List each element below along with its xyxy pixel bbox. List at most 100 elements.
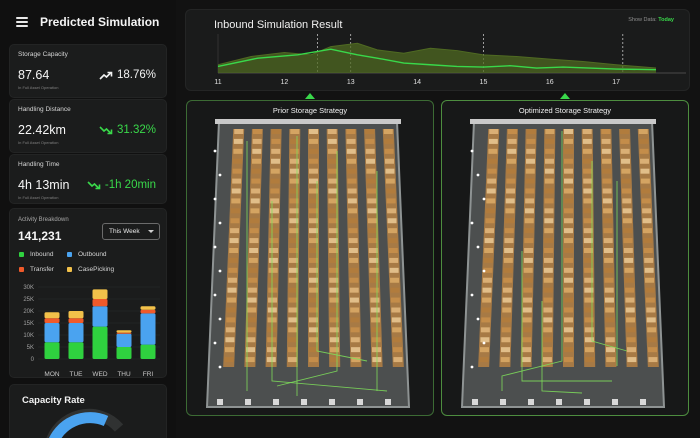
pallet — [328, 178, 338, 184]
pallet — [522, 327, 532, 333]
pallet — [252, 148, 262, 154]
kpi-storage-capacity: Storage Capacity 87.64 In Full Asset Ope… — [9, 44, 167, 98]
pallet — [270, 168, 280, 174]
warehouse-3d-view[interactable] — [187, 101, 434, 416]
bar-segment-outbound — [140, 313, 156, 345]
pallet — [228, 257, 238, 263]
bar-segment-inbound — [140, 344, 156, 359]
period-select[interactable]: This Week — [102, 223, 160, 240]
pallet — [584, 337, 594, 343]
travel-path — [316, 181, 368, 362]
pallet — [348, 248, 358, 253]
pallet — [621, 178, 631, 184]
pallet — [543, 307, 553, 313]
pallet — [270, 188, 280, 194]
pallet — [366, 158, 376, 164]
pallet — [482, 277, 492, 283]
pallet — [583, 248, 593, 253]
loading-dock — [273, 399, 279, 405]
pallet — [329, 317, 339, 323]
pallet — [271, 138, 281, 144]
back-wall — [215, 119, 401, 124]
loading-dock — [612, 399, 618, 405]
pallet — [289, 188, 299, 194]
pallet — [506, 178, 516, 184]
pallet — [349, 297, 359, 303]
pallet — [247, 297, 257, 303]
inbound-simulation-panel: Inbound Simulation Result Show Data: Tod… — [185, 9, 690, 91]
travel-path — [591, 161, 628, 352]
pallet — [644, 267, 654, 273]
x-tick-label: THU — [117, 371, 131, 378]
pallet — [603, 208, 613, 214]
kpi-delta-value: 18.76% — [116, 69, 156, 81]
pallet — [269, 248, 279, 253]
pallet — [584, 327, 594, 333]
warehouse-3d-view[interactable] — [442, 101, 689, 416]
pallet — [485, 218, 495, 224]
pallet — [384, 148, 394, 154]
pallet — [506, 188, 516, 194]
loading-dock — [301, 399, 307, 405]
pallet — [564, 238, 573, 244]
pallet — [605, 337, 615, 343]
bar-segment-inbound — [116, 347, 132, 359]
pallet — [309, 337, 318, 343]
pallet — [366, 178, 376, 184]
pallet — [564, 208, 573, 214]
pallet — [329, 307, 339, 313]
pallet — [390, 297, 400, 303]
pallet — [288, 327, 298, 333]
pallet — [309, 357, 318, 363]
light-marker — [213, 293, 217, 297]
pallet — [270, 198, 280, 204]
pallet — [351, 347, 360, 353]
pallet — [309, 148, 318, 154]
pallet — [564, 138, 573, 144]
pallet — [309, 198, 318, 204]
pallet — [233, 138, 243, 144]
optimized-strategy-panel[interactable]: Optimized Storage Strategy — [441, 100, 689, 416]
trend-up-icon — [99, 71, 113, 80]
pallet — [230, 218, 240, 224]
light-marker — [470, 365, 474, 369]
pallet — [644, 257, 654, 263]
pallet — [226, 307, 236, 313]
prior-strategy-panel[interactable]: Prior Storage Strategy — [186, 100, 434, 416]
pallet — [229, 238, 239, 244]
pallet — [269, 228, 279, 234]
pallet — [232, 158, 242, 164]
pallet — [503, 257, 513, 263]
pallet — [252, 138, 262, 144]
pallet — [371, 327, 381, 333]
pallet — [525, 178, 535, 184]
travel-path — [271, 201, 388, 392]
kpi-sub: In Full Asset Operation — [18, 85, 59, 90]
pallet — [603, 218, 613, 224]
pallet — [564, 129, 573, 134]
pallet — [485, 208, 495, 214]
pallet — [543, 257, 553, 263]
pallet — [385, 158, 395, 164]
pallet — [544, 188, 554, 194]
pallet — [349, 257, 359, 263]
pallet — [606, 347, 615, 353]
pallet — [229, 248, 239, 253]
menu-icon[interactable] — [16, 17, 28, 27]
pallet — [503, 277, 513, 283]
x-tick-label: 15 — [480, 79, 488, 86]
kpi-value: 4h 13min — [18, 178, 70, 192]
pallet — [388, 248, 398, 253]
pallet — [583, 228, 593, 234]
show-data-control[interactable]: Show Data: Today — [628, 17, 674, 23]
pallet — [385, 168, 395, 174]
pallet — [309, 188, 318, 194]
app-header: Predicted Simulation — [0, 0, 176, 44]
pallet — [372, 347, 381, 353]
pallet — [350, 337, 360, 343]
bar-segment-outbound — [92, 306, 108, 327]
pallet — [349, 267, 359, 273]
pallet — [483, 267, 493, 273]
pallet — [601, 148, 611, 154]
pallet — [564, 198, 573, 204]
